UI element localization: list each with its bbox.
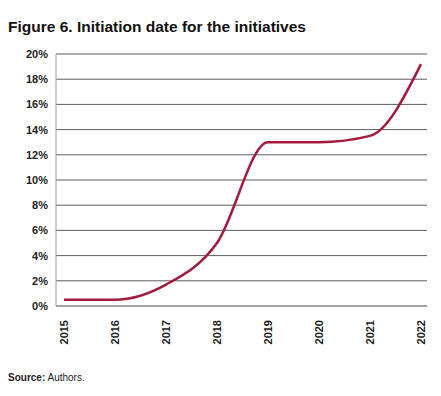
svg-text:2021: 2021	[364, 320, 376, 344]
html-text:Figure 6. Initiation date for: Figure 6. Initiation date for the initia…	[8, 18, 306, 35]
svg-text:18%: 18%	[26, 73, 48, 85]
svg-text:14%: 14%	[26, 124, 48, 136]
svg-text:2018: 2018	[211, 320, 223, 344]
html-text:Source: Authors.: Source: Authors.	[8, 372, 85, 383]
svg-text:2015: 2015	[58, 320, 70, 344]
svg-text:6%: 6%	[32, 224, 48, 236]
svg-text:2017: 2017	[160, 320, 172, 344]
svg-text:2%: 2%	[32, 275, 48, 287]
svg-text:2022: 2022	[415, 320, 427, 344]
svg-text:0%: 0%	[32, 300, 48, 312]
svg-text:4%: 4%	[32, 250, 48, 262]
svg-text:12%: 12%	[26, 149, 48, 161]
svg-text:2019: 2019	[262, 320, 274, 344]
svg-text:2016: 2016	[109, 320, 121, 344]
svg-text:8%: 8%	[32, 199, 48, 211]
svg-text:10%: 10%	[26, 174, 48, 186]
svg-text:16%: 16%	[26, 98, 48, 110]
svg-text:20%: 20%	[26, 48, 48, 60]
svg-text:2020: 2020	[313, 320, 325, 344]
